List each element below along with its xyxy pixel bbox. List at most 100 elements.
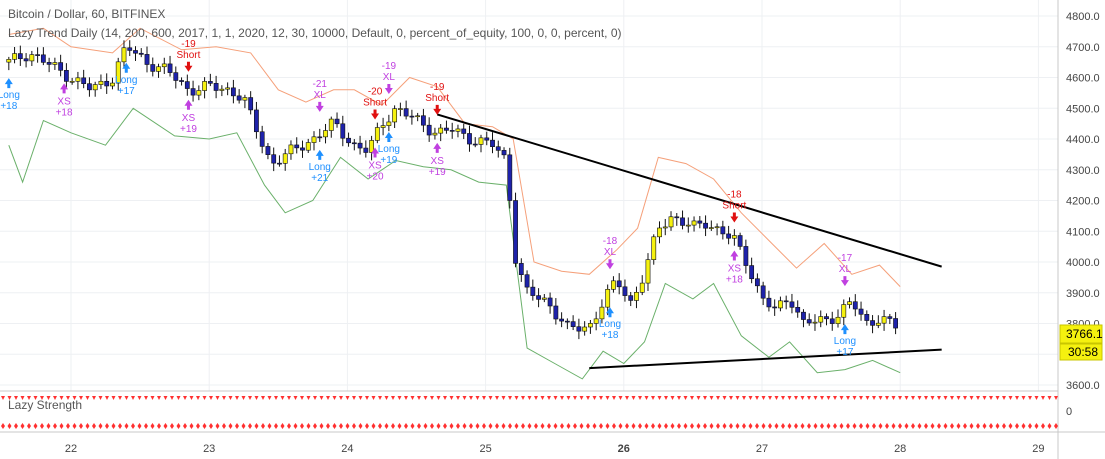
exit-long-arrow-icon[interactable] xyxy=(384,83,393,94)
strength-marker xyxy=(475,396,480,400)
exit-short-arrow-icon[interactable] xyxy=(730,250,739,261)
strength-marker xyxy=(319,396,324,400)
strength-marker xyxy=(391,423,395,429)
strength-marker xyxy=(358,423,363,429)
strength-marker xyxy=(742,423,746,429)
strength-marker xyxy=(904,423,909,429)
strength-marker xyxy=(209,423,213,429)
exit-long-arrow-icon[interactable] xyxy=(315,101,324,112)
strength-marker xyxy=(748,423,753,429)
long-arrow-icon[interactable] xyxy=(4,78,13,89)
candle-body xyxy=(801,311,806,320)
strength-marker xyxy=(46,423,51,429)
strength-marker xyxy=(761,396,766,400)
candle-body xyxy=(795,307,801,313)
strength-marker xyxy=(768,396,772,400)
strength-marker xyxy=(1021,423,1026,429)
strength-marker xyxy=(267,396,272,400)
candle-body xyxy=(225,87,231,90)
strength-marker xyxy=(963,423,967,429)
signal-markers[interactable]: Long+18 XS+18Long+17Short-19XS+19XL-21Lon… xyxy=(0,39,856,358)
strength-marker xyxy=(1015,396,1019,400)
candle-body xyxy=(495,146,501,151)
candle-body xyxy=(29,54,35,62)
candle-body xyxy=(651,236,657,260)
strength-marker xyxy=(989,423,993,429)
strength-marker xyxy=(521,396,525,400)
strength-marker xyxy=(228,423,233,429)
strength-marker xyxy=(735,396,740,400)
strength-marker xyxy=(202,423,207,429)
strength-marker xyxy=(53,396,57,400)
strength-marker xyxy=(423,423,428,429)
indicator-legend[interactable]: Lazy Trend Daily (14, 200, 600, 2017, 1,… xyxy=(8,26,622,40)
strength-marker xyxy=(527,396,532,400)
strength-marker xyxy=(586,396,590,400)
strength-marker xyxy=(241,396,246,400)
candle-body xyxy=(161,63,167,68)
strength-marker xyxy=(508,423,512,429)
exit-long-arrow-icon[interactable] xyxy=(605,259,614,270)
candle-body xyxy=(380,125,386,128)
strength-marker xyxy=(215,423,220,429)
x-tick-label: 26 xyxy=(618,443,630,455)
short-arrow-icon[interactable] xyxy=(371,109,380,120)
strength-marker xyxy=(735,423,740,429)
exit-short-arrow-icon[interactable] xyxy=(371,147,380,158)
candle-body xyxy=(236,95,242,101)
candle-body xyxy=(219,88,225,91)
candle-body xyxy=(472,143,478,146)
time-axis[interactable]: 22 23 24 25 26 27 28 29 xyxy=(65,443,1045,455)
strength-marker xyxy=(917,396,922,400)
strength-marker xyxy=(1041,396,1045,400)
strength-marker xyxy=(612,396,616,400)
exit-long-value: -19 xyxy=(382,61,397,72)
strength-marker xyxy=(293,423,298,429)
strength-marker xyxy=(235,396,239,400)
strength-marker xyxy=(202,396,207,400)
long-arrow-icon[interactable] xyxy=(384,131,393,142)
strength-marker xyxy=(352,396,356,400)
candles[interactable] xyxy=(6,40,898,340)
strength-marker xyxy=(638,423,642,429)
short-arrow-icon[interactable] xyxy=(730,212,739,223)
candle-body xyxy=(639,282,645,293)
strength-marker xyxy=(1008,423,1013,429)
strength-marker xyxy=(573,396,577,400)
strength-marker xyxy=(638,396,642,400)
candle-body xyxy=(121,47,127,63)
candle-body xyxy=(708,227,714,229)
strength-marker xyxy=(462,423,467,429)
short-arrow-icon[interactable] xyxy=(184,61,193,72)
strength-marker xyxy=(839,423,844,429)
strength-marker xyxy=(378,396,382,400)
strength-marker xyxy=(722,423,727,429)
short-signal-label: Short xyxy=(177,50,201,61)
strength-marker xyxy=(761,423,766,429)
y-tick-label: 4600.0 xyxy=(1066,73,1100,85)
exit-short-arrow-icon[interactable] xyxy=(60,83,69,94)
strength-marker xyxy=(274,396,278,400)
strength-marker xyxy=(995,423,1000,429)
exit-long-arrow-icon[interactable] xyxy=(840,276,849,287)
strength-marker xyxy=(423,396,428,400)
candle-body xyxy=(392,108,398,123)
candle-body xyxy=(213,83,219,91)
strength-marker xyxy=(462,396,467,400)
strength-marker xyxy=(241,423,246,429)
long-arrow-icon[interactable] xyxy=(840,324,849,335)
strength-marker xyxy=(722,396,727,400)
exit-short-arrow-icon[interactable] xyxy=(184,99,193,110)
long-arrow-icon[interactable] xyxy=(605,307,614,318)
trend-line[interactable] xyxy=(436,113,942,268)
short-arrow-icon[interactable] xyxy=(433,104,442,115)
x-tick-label: 25 xyxy=(479,443,491,455)
exit-short-arrow-icon[interactable] xyxy=(433,142,442,153)
strength-marker xyxy=(124,423,129,429)
long-arrow-icon[interactable] xyxy=(122,62,131,73)
long-arrow-icon[interactable] xyxy=(315,149,324,160)
trend-line[interactable] xyxy=(589,348,942,370)
strength-marker xyxy=(579,396,584,400)
candle-body xyxy=(547,297,553,307)
